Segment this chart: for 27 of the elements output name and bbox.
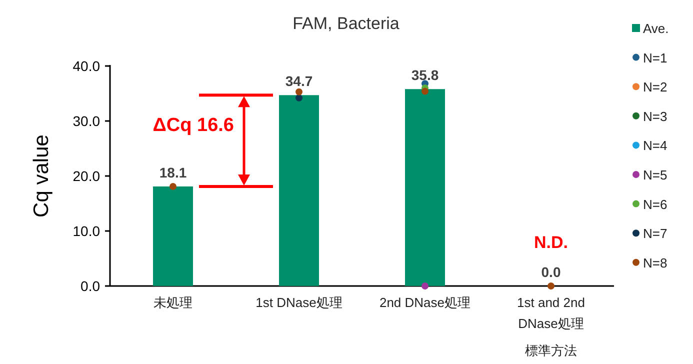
- x-tick-label: 未処理: [154, 295, 192, 310]
- annotation: N.D.: [534, 233, 568, 252]
- y-tick-label: 30.0: [72, 113, 100, 129]
- y-tick-label: 40.0: [72, 58, 100, 74]
- legend-label: N=4: [643, 138, 668, 154]
- legend-label: N=5: [643, 168, 668, 182]
- x-tick-label: 1st DNase処理: [256, 295, 342, 310]
- x-tick-label: 2nd DNase処理: [379, 295, 471, 310]
- legend-label: N=7: [643, 226, 668, 242]
- y-tick-label: 0.0: [80, 278, 100, 294]
- y-axis-title: Cq value: [30, 134, 53, 218]
- legend-label: N=8: [643, 255, 668, 270]
- data-label: 0.0: [541, 264, 561, 280]
- x-tick-label: 1st and 2nd DNase処理: [517, 295, 585, 331]
- legend-label: N=3: [643, 108, 668, 124]
- data-label: 18.1: [159, 164, 187, 180]
- legend-label: N=1: [643, 50, 668, 66]
- legend-label: N=6: [643, 196, 668, 212]
- annotation: ΔCq 16.6: [152, 114, 234, 136]
- chart-title: FAM, Bacteria: [292, 14, 400, 33]
- data-label: 34.7: [285, 73, 313, 90]
- y-tick-label: 20.0: [72, 168, 100, 184]
- y-tick-label: 10.0: [72, 223, 100, 239]
- legend-label: Ave.: [643, 21, 669, 36]
- legend-label: N=2: [643, 80, 668, 95]
- data-label: 35.8: [411, 67, 439, 84]
- text: 標準方法: [525, 343, 577, 358]
